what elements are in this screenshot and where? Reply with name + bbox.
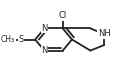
Text: CH₃: CH₃	[1, 35, 15, 44]
Text: Cl: Cl	[59, 11, 67, 20]
Text: NH: NH	[98, 29, 111, 38]
Text: N: N	[41, 24, 48, 33]
Text: N: N	[41, 46, 48, 55]
Text: S: S	[19, 35, 24, 44]
